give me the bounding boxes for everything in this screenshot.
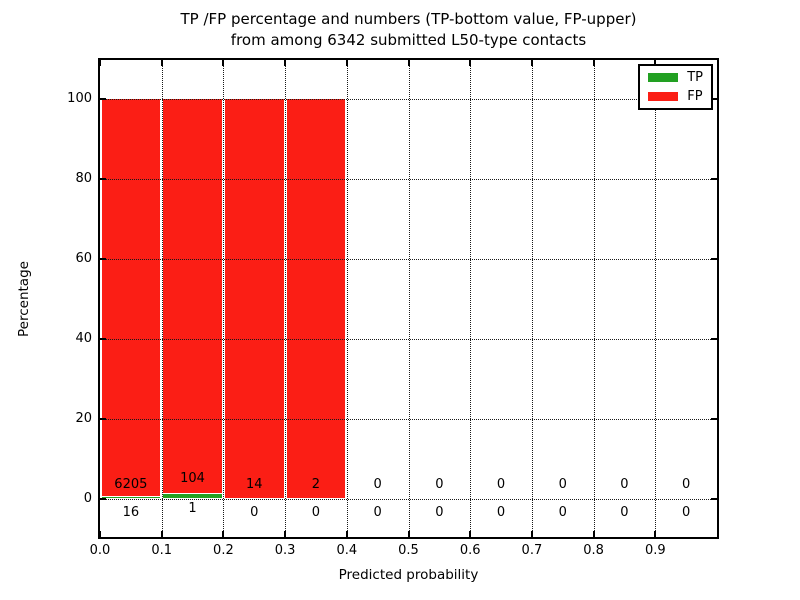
fp-count-label: 14 <box>245 477 263 492</box>
y-tick-mark <box>100 178 106 180</box>
tp-bar <box>163 494 222 498</box>
y-tick-label: 40 <box>75 331 92 346</box>
x-tick-mark <box>654 60 657 66</box>
x-tick-label: 0.7 <box>521 543 543 558</box>
tp-bar <box>101 497 161 498</box>
x-tick-label: 0.2 <box>213 543 234 558</box>
y-tick-mark <box>711 418 717 420</box>
y-tick-mark <box>100 498 106 500</box>
x-axis-label: Predicted probability <box>338 567 479 583</box>
fp-count-label: 0 <box>435 477 444 492</box>
x-tick-mark <box>160 531 163 537</box>
chart-title: TP /FP percentage and numbers (TP-bottom… <box>100 9 717 51</box>
x-tick-mark <box>222 531 225 537</box>
chart-title-line1: TP /FP percentage and numbers (TP-bottom… <box>180 10 637 28</box>
y-tick-label: 0 <box>83 491 92 506</box>
fp-count-label: 0 <box>558 477 567 492</box>
y-tick-label: 20 <box>75 411 92 426</box>
legend-row-tp: TP <box>648 71 703 84</box>
grid-line-vertical <box>223 60 225 537</box>
tp-count-label: 1 <box>188 501 197 516</box>
tp-count-label: 0 <box>620 505 629 520</box>
y-tick-mark <box>711 498 717 500</box>
y-tick-mark <box>100 98 106 100</box>
y-tick-mark <box>711 258 717 260</box>
x-tick-mark <box>469 60 472 66</box>
fp-count-label: 2 <box>311 477 321 492</box>
plot-area: TP FP 0 20 40 60 80 100 0.0 0.1 0.2 0.3 0.4 0.5 0.6 0… <box>67 58 719 558</box>
tp-count-label: 0 <box>311 505 321 520</box>
x-tick-mark <box>99 531 101 537</box>
x-tick-mark <box>407 531 410 537</box>
x-tick-mark <box>530 531 533 537</box>
legend: TP FP <box>638 64 713 110</box>
fp-bar <box>163 99 222 493</box>
x-tick-mark <box>284 531 287 537</box>
x-tick-label: 0.3 <box>274 543 296 558</box>
x-tick-mark <box>99 60 101 66</box>
fp-bar <box>101 99 161 496</box>
fp-count-label: 0 <box>620 477 629 492</box>
tp-swatch-icon <box>648 73 679 82</box>
tp-count-label: 0 <box>496 505 506 520</box>
fp-count-label: 0 <box>373 477 382 492</box>
y-tick-mark <box>711 98 717 100</box>
x-tick-label: 0.6 <box>459 543 481 558</box>
x-tick-mark <box>654 531 657 537</box>
tp-count-label: 0 <box>558 505 567 520</box>
y-tick-mark <box>100 418 106 420</box>
tp-count-label: 0 <box>682 505 691 520</box>
y-tick-mark <box>711 178 717 180</box>
tp-count-label: 16 <box>122 505 140 520</box>
x-tick-mark <box>592 531 595 537</box>
y-tick-label: 80 <box>75 171 92 186</box>
x-tick-mark <box>407 60 410 66</box>
x-tick-mark <box>530 60 533 66</box>
y-tick-mark <box>100 258 106 260</box>
fp-count-label: 0 <box>682 477 691 492</box>
grid-line-vertical <box>593 60 595 537</box>
grid-line-vertical <box>408 60 410 537</box>
x-tick-mark <box>160 60 163 66</box>
x-tick-mark <box>222 60 225 66</box>
fp-count-label: 104 <box>180 471 205 486</box>
fp-count-label: 0 <box>496 477 506 492</box>
x-tick-label: 0.8 <box>583 543 604 558</box>
fp-swatch-icon <box>648 92 679 101</box>
y-tick-label: 60 <box>75 251 92 266</box>
x-tick-mark <box>469 531 472 537</box>
x-tick-label: 0.1 <box>151 543 173 558</box>
legend-label-tp: TP <box>687 70 703 85</box>
x-tick-mark <box>592 60 595 66</box>
y-axis-label: Percentage <box>16 261 32 337</box>
tp-count-label: 0 <box>373 505 382 520</box>
x-tick-mark <box>345 531 348 537</box>
chart-title-line2: from among 6342 submitted L50-type conta… <box>230 31 587 49</box>
fp-bar <box>224 99 284 498</box>
y-tick-mark <box>711 338 717 340</box>
legend-label-fp: FP <box>687 89 703 104</box>
grid-line-vertical <box>285 60 287 537</box>
grid-line-vertical <box>161 60 163 537</box>
x-tick-label: 0.5 <box>398 543 419 558</box>
x-tick-label: 0.4 <box>336 543 358 558</box>
grid-line-vertical <box>531 60 533 537</box>
legend-row-fp: FP <box>648 90 703 103</box>
y-tick-label: 100 <box>67 91 92 106</box>
x-tick-mark <box>345 60 348 66</box>
grid-line-vertical <box>655 60 657 537</box>
x-tick-mark <box>284 60 287 66</box>
tp-count-label: 0 <box>250 505 259 520</box>
fp-bar <box>286 99 346 498</box>
y-tick-mark <box>100 338 106 340</box>
x-tick-label: 0.9 <box>644 543 666 558</box>
grid-line-vertical <box>470 60 472 537</box>
x-tick-label: 0.0 <box>89 543 111 558</box>
grid-line-vertical <box>346 60 348 537</box>
fp-count-label: 6205 <box>114 477 148 492</box>
tp-count-label: 0 <box>435 505 444 520</box>
